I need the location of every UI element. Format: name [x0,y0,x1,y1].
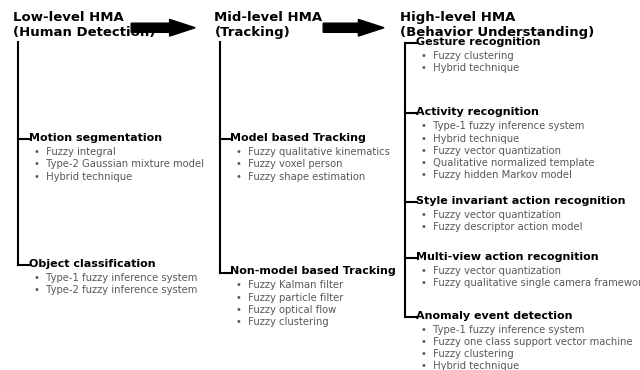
Text: •  Type-1 fuzzy inference system: • Type-1 fuzzy inference system [421,325,584,335]
Text: •  Qualitative normalized template: • Qualitative normalized template [421,158,595,168]
Text: •  Fuzzy clustering: • Fuzzy clustering [421,349,514,359]
Text: •  Fuzzy one class support vector machine: • Fuzzy one class support vector machine [421,337,633,347]
Text: Object classification: Object classification [29,259,156,269]
Text: •  Fuzzy qualitative kinematics: • Fuzzy qualitative kinematics [236,147,389,157]
Text: •  Fuzzy vector quantization: • Fuzzy vector quantization [421,146,561,156]
Text: •  Type-2 fuzzy inference system: • Type-2 fuzzy inference system [34,285,197,295]
Text: Style invariant action recognition: Style invariant action recognition [416,196,625,206]
Text: Non-model based Tracking: Non-model based Tracking [230,266,396,276]
Text: •  Fuzzy hidden Markov model: • Fuzzy hidden Markov model [421,170,572,180]
Text: Activity recognition: Activity recognition [416,107,539,117]
Text: •  Fuzzy descriptor action model: • Fuzzy descriptor action model [421,222,582,232]
Text: •  Type-1 fuzzy inference system: • Type-1 fuzzy inference system [421,121,584,131]
Text: •  Fuzzy optical flow: • Fuzzy optical flow [236,305,336,315]
Text: High-level HMA
(Behavior Understanding): High-level HMA (Behavior Understanding) [400,11,595,39]
Text: Model based Tracking: Model based Tracking [230,133,366,143]
Polygon shape [131,19,195,36]
Text: •  Fuzzy Kalman filter: • Fuzzy Kalman filter [236,280,342,290]
Text: •  Fuzzy voxel person: • Fuzzy voxel person [236,159,342,169]
Text: Low-level HMA
(Human Detection): Low-level HMA (Human Detection) [13,11,155,39]
Text: •  Fuzzy shape estimation: • Fuzzy shape estimation [236,172,365,182]
Text: Mid-level HMA
(Tracking): Mid-level HMA (Tracking) [214,11,323,39]
Text: •  Hybrid technique: • Hybrid technique [34,172,132,182]
Text: •  Fuzzy vector quantization: • Fuzzy vector quantization [421,210,561,220]
Text: •  Hybrid technique: • Hybrid technique [421,361,520,370]
Text: •  Fuzzy particle filter: • Fuzzy particle filter [236,293,343,303]
Text: Gesture recognition: Gesture recognition [416,37,541,47]
Text: Anomaly event detection: Anomaly event detection [416,311,573,321]
Polygon shape [323,19,384,36]
Text: •  Hybrid technique: • Hybrid technique [421,63,520,73]
Text: •  Fuzzy clustering: • Fuzzy clustering [236,317,328,327]
Text: •  Type-2 Gaussian mixture model: • Type-2 Gaussian mixture model [34,159,204,169]
Text: •  Fuzzy vector quantization: • Fuzzy vector quantization [421,266,561,276]
Text: •  Hybrid technique: • Hybrid technique [421,134,520,144]
Text: Multi-view action recognition: Multi-view action recognition [416,252,598,262]
Text: •  Fuzzy qualitative single camera framework: • Fuzzy qualitative single camera framew… [421,278,640,288]
Text: •  Fuzzy clustering: • Fuzzy clustering [421,51,514,61]
Text: •  Type-1 fuzzy inference system: • Type-1 fuzzy inference system [34,273,197,283]
Text: •  Fuzzy integral: • Fuzzy integral [34,147,116,157]
Text: Motion segmentation: Motion segmentation [29,133,162,143]
